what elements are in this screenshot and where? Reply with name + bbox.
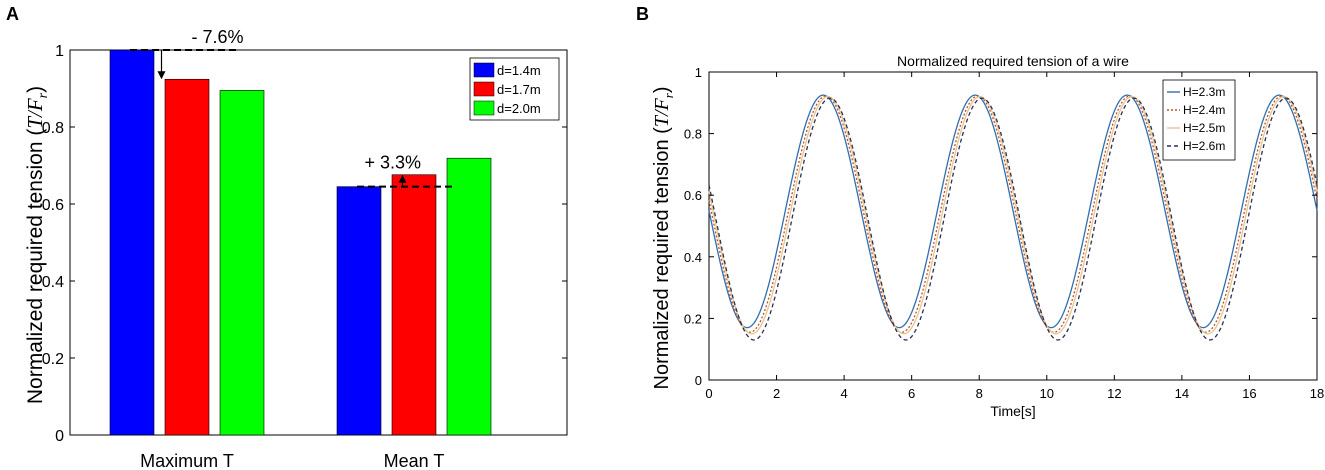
y-tick-label: 0.8 — [42, 120, 64, 137]
x-tick-label: 16 — [1242, 386, 1256, 401]
arrow-head — [157, 71, 166, 80]
legend-label: H=2.3m — [1183, 85, 1225, 99]
ylabel-symbol-f: F — [651, 97, 673, 111]
legend-swatch — [473, 81, 495, 97]
y-tick-label: 1 — [695, 65, 702, 80]
x-tick-label: 0 — [705, 386, 712, 401]
series-line — [708, 97, 1318, 341]
y-tick-label: 0.2 — [42, 351, 64, 368]
y-tick-label: 0 — [695, 373, 702, 388]
x-tick-label: 6 — [908, 386, 915, 401]
panel-b-y-axis-label: Normalized required tension (T/Fr) — [651, 86, 676, 389]
panel-a-category-label: Maximum T — [140, 451, 234, 470]
legend-label: d=2.0m — [497, 101, 541, 116]
panel-a-annotations: - 7.6% + 3.3% — [130, 27, 454, 188]
panel-a-bar-chart: 0 0.2 0.4 0.6 0.8 1 - 7.6% + 3.3% Maximum T Me… — [23, 27, 568, 470]
bar — [164, 78, 210, 436]
panel-b-y-label-text: Normalized required tension — [651, 139, 673, 389]
panel-b-lines — [708, 94, 1318, 341]
y-tick-label: 0.2 — [684, 311, 702, 326]
series-line — [708, 94, 1318, 329]
y-tick-label: 0.6 — [684, 188, 702, 203]
panel-b-ticks: 0 2 4 6 8 10 12 14 16 18 0 0.2 0.4 0.6 0.8 1 — [684, 65, 1324, 401]
ylabel-paren-close: ) — [24, 86, 47, 93]
percent-change-label: + 3.3% — [365, 153, 422, 173]
arrow-head — [398, 174, 407, 183]
legend-label: H=2.5m — [1183, 121, 1225, 135]
legend-label: H=2.6m — [1183, 139, 1225, 153]
ylabel-slash: / — [23, 109, 47, 118]
panel-a-legend: d=1.4m d=1.7m d=2.0m — [469, 57, 560, 121]
x-tick-label: 14 — [1175, 386, 1189, 401]
x-tick-label: 2 — [773, 386, 780, 401]
percent-change-label: - 7.6% — [192, 27, 244, 47]
x-tick-label: 12 — [1107, 386, 1121, 401]
ylabel-paren-open: ( — [24, 129, 47, 136]
y-tick-label: 0.4 — [684, 250, 702, 265]
panel-a-letter: A — [6, 4, 19, 24]
legend-label: d=1.7m — [497, 82, 541, 97]
bar — [336, 186, 382, 436]
panel-b-x-axis-label: Time[s] — [990, 403, 1035, 419]
x-tick-label: 18 — [1310, 386, 1324, 401]
y-tick-label: 0 — [55, 428, 64, 445]
panel-a-y-axis-label: Normalized required tension (T/Fr) — [23, 86, 51, 404]
panel-a-bars — [109, 49, 492, 436]
legend-swatch — [473, 62, 495, 78]
ylabel-symbol-t: T — [651, 114, 673, 127]
series-line — [708, 95, 1318, 333]
panel-a-y-label-text: Normalized required tension — [24, 142, 47, 405]
series-line — [708, 95, 1318, 335]
ylabel-subscript-r: r — [661, 92, 676, 98]
panel-a-category-label: Mean T — [384, 451, 445, 470]
ylabel-slash: / — [651, 108, 673, 117]
panel-b-legend: H=2.3m H=2.4m H=2.5m H=2.6m — [1162, 79, 1236, 161]
panel-b-letter: B — [636, 4, 649, 24]
ylabel-paren-close: ) — [651, 86, 673, 93]
panel-b-title: Normalized required tension of a wire — [897, 53, 1129, 69]
legend-swatch — [473, 100, 495, 116]
ylabel-symbol-f: F — [23, 98, 47, 112]
x-tick-label: 4 — [840, 386, 847, 401]
ylabel-paren-open: ( — [651, 127, 673, 134]
bar — [109, 49, 155, 436]
y-tick-label: 0.6 — [42, 197, 64, 214]
legend-label: H=2.4m — [1183, 103, 1225, 117]
legend-label: d=1.4m — [497, 63, 541, 78]
ylabel-symbol-t: T — [23, 116, 47, 129]
ylabel-subscript-r: r — [36, 92, 51, 98]
x-tick-label: 10 — [1040, 386, 1054, 401]
panel-a-y-ticks: 0 0.2 0.4 0.6 0.8 1 — [42, 43, 567, 445]
panel-b-line-chart: 0 2 4 6 8 10 12 14 16 18 0 0.2 0.4 0.6 0.8 1 Normalized… — [651, 53, 1324, 419]
bar — [446, 157, 492, 436]
y-tick-label: 0.4 — [42, 274, 64, 291]
bar — [391, 174, 437, 436]
y-tick-label: 0.8 — [684, 127, 702, 142]
y-tick-label: 1 — [55, 43, 64, 60]
bar — [219, 90, 265, 436]
x-tick-label: 8 — [976, 386, 983, 401]
